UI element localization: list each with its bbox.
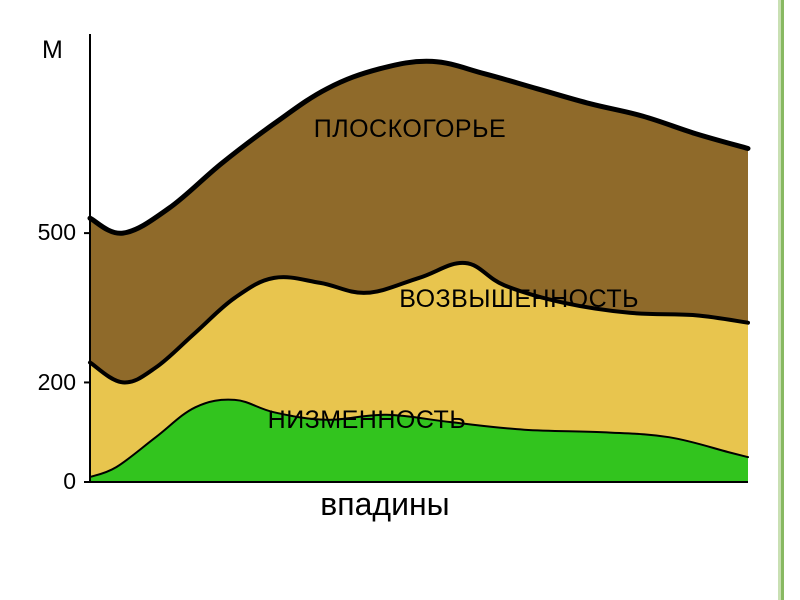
terrain-chart-svg [28, 34, 748, 512]
accent-bar [778, 0, 784, 600]
caption-below: впадины [320, 486, 449, 523]
accent-bar-dark [781, 0, 784, 600]
layer-label-plateau: ПЛОСКОГОРЬЕ [314, 115, 506, 144]
terrain-chart: М 0200500 НИЗМЕННОСТЬВОЗВЫШЕННОСТЬПЛОСКО… [28, 34, 748, 512]
y-axis-unit: М [42, 36, 63, 65]
layer-label-lowland: НИЗМЕННОСТЬ [268, 406, 467, 435]
y-tick-label: 500 [16, 219, 76, 246]
layer-label-upland: ВОЗВЫШЕННОСТЬ [399, 285, 639, 314]
y-tick-label: 200 [16, 369, 76, 396]
slide: М 0 200 500 НИЗМЕННОСТЬ ВОЗВЫШЕННОСТЬ ПЛОСКО… [0, 0, 800, 600]
y-tick-label: 0 [16, 468, 76, 495]
